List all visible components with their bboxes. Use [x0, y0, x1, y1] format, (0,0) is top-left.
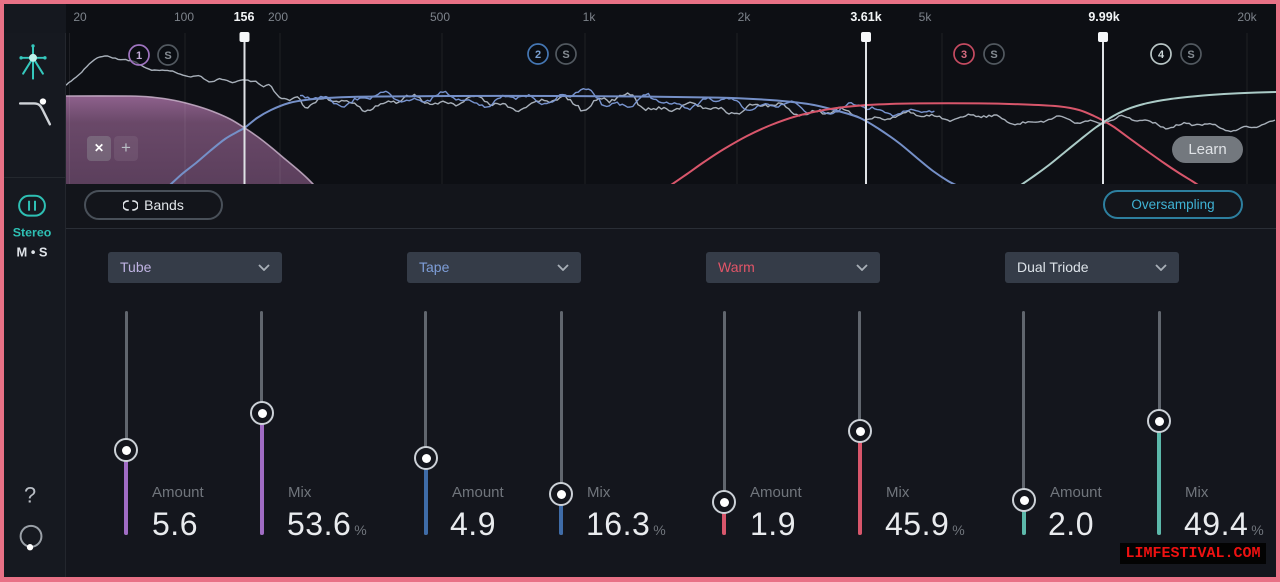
svg-text:500: 500: [430, 10, 450, 24]
svg-text:1: 1: [136, 50, 142, 62]
svg-text:S: S: [990, 49, 997, 61]
svg-text:1k: 1k: [583, 10, 597, 24]
svg-text:2: 2: [535, 49, 541, 61]
svg-text:M • S: M • S: [17, 244, 48, 259]
svg-text:3: 3: [961, 49, 967, 61]
svg-text:Stereo: Stereo: [13, 226, 52, 240]
svg-text:200: 200: [268, 10, 288, 24]
svg-text:9.99k: 9.99k: [1088, 10, 1119, 24]
svg-text:S: S: [1187, 49, 1194, 61]
svg-text:3.61k: 3.61k: [850, 10, 881, 24]
svg-text:20k: 20k: [1237, 10, 1257, 24]
svg-text:?: ?: [24, 483, 36, 508]
svg-text:S: S: [164, 50, 171, 62]
svg-text:4: 4: [1158, 49, 1165, 61]
svg-text:5k: 5k: [919, 10, 933, 24]
svg-text:20: 20: [73, 10, 87, 24]
svg-text:100: 100: [174, 10, 194, 24]
svg-text:156: 156: [234, 10, 255, 24]
svg-text:S: S: [562, 49, 569, 61]
svg-text:2k: 2k: [738, 10, 752, 24]
